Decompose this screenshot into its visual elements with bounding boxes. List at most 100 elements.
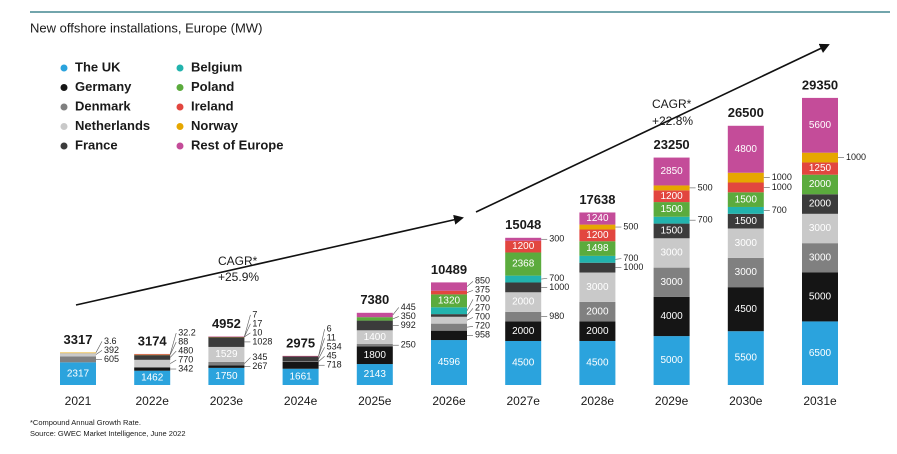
bar-segment <box>727 331 764 385</box>
legend-label: France <box>75 137 118 152</box>
x-tick-label: 2031e <box>803 394 837 408</box>
annotation: +25.9% <box>218 270 259 284</box>
x-tick-label: 2025e <box>358 394 392 408</box>
value-label: 2850 <box>660 166 683 177</box>
value-label: 718 <box>327 360 342 370</box>
bar-segment <box>653 238 690 268</box>
legend-label: Poland <box>191 79 234 94</box>
value-label: 2317 <box>67 368 90 379</box>
value-label: 1000 <box>772 172 792 182</box>
bar-segment <box>505 275 542 283</box>
x-tick-label: 2022e <box>136 394 170 408</box>
value-label: 2000 <box>586 326 609 337</box>
value-label: 350 <box>401 311 416 321</box>
value-label: 1000 <box>549 282 569 292</box>
value-label: 270 <box>475 303 490 313</box>
total-label: 3174 <box>138 333 168 348</box>
legend-label: Belgium <box>191 59 242 74</box>
bar-segment <box>60 356 96 363</box>
value-label: 1500 <box>660 226 683 237</box>
bar-segment <box>505 311 542 322</box>
bar-segment <box>653 190 690 203</box>
value-label: 1028 <box>252 336 272 346</box>
total-label: 4952 <box>212 316 241 331</box>
value-label: 1400 <box>364 332 387 343</box>
bar-segment <box>579 229 616 242</box>
bar-segment <box>208 367 245 385</box>
bar-segment <box>802 162 838 175</box>
leader-line <box>170 359 177 364</box>
bar-segment <box>653 185 690 191</box>
bar-segment <box>134 370 171 385</box>
value-label: 4000 <box>660 311 683 322</box>
value-label: 1200 <box>512 241 535 252</box>
bar-segment <box>60 352 96 354</box>
leader-line <box>169 341 177 355</box>
total-label: 15048 <box>505 217 541 232</box>
bar-segment <box>802 272 838 322</box>
leader-line <box>95 341 103 353</box>
bar-segment <box>208 346 245 362</box>
leader-line <box>169 332 177 355</box>
value-label: 4800 <box>735 144 758 155</box>
value-label: 1000 <box>846 152 866 162</box>
annotation: +22.8% <box>652 114 693 128</box>
bar-segment <box>505 292 542 312</box>
value-label: 3000 <box>660 248 683 259</box>
bar-segment <box>579 340 616 385</box>
bar-segment <box>208 361 245 366</box>
bar-segment <box>134 359 171 368</box>
leader-line <box>466 299 474 311</box>
legend-label: Denmark <box>75 98 131 113</box>
leader-line <box>466 281 474 287</box>
footnote: Source: GWEC Market Intelligence, June 2… <box>30 429 186 438</box>
leader-line <box>318 356 325 362</box>
bar-segment <box>431 307 467 315</box>
annotation: CAGR* <box>218 254 258 268</box>
legend-marker <box>176 103 184 111</box>
bar-segment <box>802 321 838 385</box>
bar-segment <box>431 340 467 385</box>
bar-segment <box>505 240 542 253</box>
bar-segment <box>356 364 393 385</box>
bar-segment <box>653 202 690 217</box>
legend-marker <box>60 103 68 111</box>
bar-segment <box>727 228 764 258</box>
bar-segment <box>134 354 171 356</box>
bar-segment <box>356 346 393 365</box>
bar-segment <box>282 361 319 369</box>
value-label: 1462 <box>141 372 164 383</box>
value-label: 700 <box>475 294 490 304</box>
leader-line <box>466 326 474 328</box>
total-label: 26500 <box>728 105 764 120</box>
value-label: 5500 <box>735 353 758 364</box>
value-label: 4500 <box>512 358 535 369</box>
leader-line <box>466 290 474 293</box>
value-label: 700 <box>698 215 713 225</box>
bar-segment <box>505 282 542 293</box>
total-label: 2975 <box>286 335 315 350</box>
value-label: 500 <box>698 182 713 192</box>
x-tick-label: 2026e <box>432 394 466 408</box>
bar-segment <box>579 321 616 341</box>
value-label: 300 <box>549 234 564 244</box>
annotation: CAGR* <box>652 97 692 111</box>
value-label: 17 <box>252 318 262 328</box>
bar-segment <box>579 241 616 256</box>
value-label: 3.6 <box>104 336 117 346</box>
value-label: 992 <box>401 320 416 330</box>
leader-line <box>244 332 251 338</box>
bar-segment <box>802 174 838 195</box>
value-label: 958 <box>475 330 490 340</box>
bar-segment <box>431 282 467 291</box>
value-label: 32.2 <box>178 327 196 337</box>
bar-segment <box>802 152 838 163</box>
bar-segment <box>356 317 393 321</box>
value-label: 2000 <box>809 179 832 190</box>
total-label: 17638 <box>579 192 615 207</box>
value-label: 1240 <box>586 213 609 224</box>
legend-marker <box>60 84 68 91</box>
x-tick-label: 2028e <box>581 394 615 408</box>
value-label: 5600 <box>809 120 832 131</box>
bar-segment <box>727 125 764 173</box>
